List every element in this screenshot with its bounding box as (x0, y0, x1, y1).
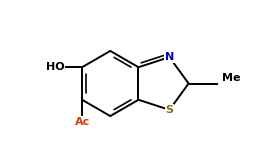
Text: Ac: Ac (75, 117, 90, 127)
Text: Me: Me (222, 73, 240, 83)
Text: S: S (165, 105, 174, 115)
Text: HO: HO (46, 62, 65, 72)
Text: N: N (165, 52, 174, 62)
